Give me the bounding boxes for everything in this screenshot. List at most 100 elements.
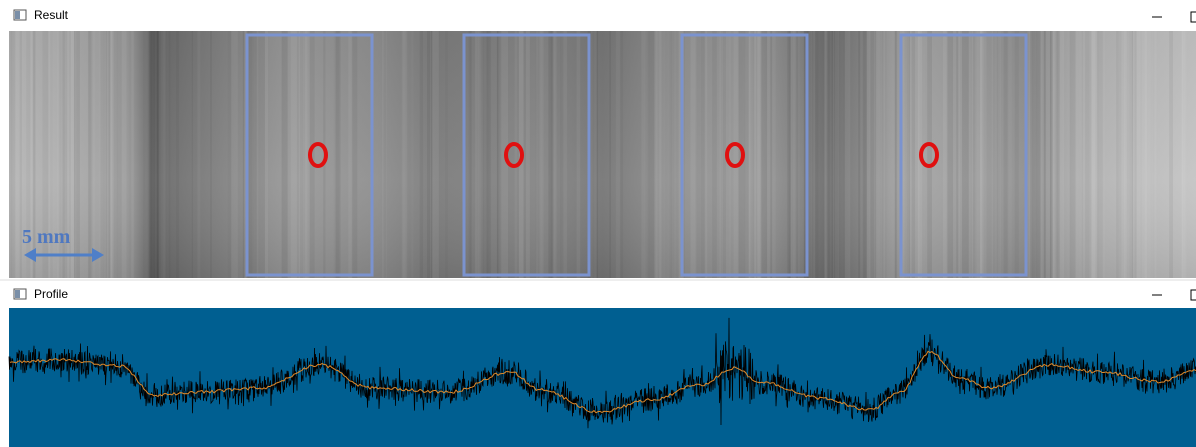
- texture-stripe: [720, 31, 721, 278]
- texture-stripe: [1155, 31, 1157, 278]
- texture-stripe: [1036, 31, 1041, 278]
- scale-label: 5 mm: [22, 226, 71, 248]
- texture-stripe: [197, 31, 200, 278]
- texture-stripe: [734, 31, 738, 278]
- texture-stripe: [1004, 31, 1009, 278]
- texture-stripe: [976, 31, 982, 278]
- texture-stripe: [648, 31, 654, 278]
- texture-stripe: [695, 31, 702, 278]
- texture-stripe: [432, 31, 439, 278]
- texture-stripe: [1027, 31, 1032, 278]
- texture-stripe: [1091, 31, 1096, 278]
- texture-stripe: [761, 31, 768, 278]
- texture-stripe: [169, 31, 171, 278]
- result-window: Result 5 mm: [0, 0, 1196, 278]
- texture-stripe: [880, 31, 883, 278]
- texture-stripe: [192, 31, 193, 278]
- texture-stripe: [712, 31, 717, 278]
- texture-stripe: [1136, 31, 1137, 278]
- texture-stripe: [228, 31, 232, 278]
- texture-stripe: [282, 31, 288, 278]
- texture-stripe: [641, 31, 645, 278]
- texture-stripe: [551, 31, 554, 278]
- texture-stripe: [71, 31, 75, 278]
- texture-stripe: [1015, 31, 1019, 278]
- texture-stripe: [1181, 31, 1183, 278]
- texture-stripe: [789, 31, 791, 278]
- texture-stripe: [253, 31, 256, 278]
- texture-stripe: [114, 31, 117, 278]
- texture-stripe: [770, 31, 772, 278]
- texture-stripe: [845, 31, 850, 278]
- texture-stripe: [577, 31, 581, 278]
- texture-stripe: [536, 31, 541, 278]
- texture-stripe: [616, 31, 621, 278]
- texture-stripe: [1150, 31, 1153, 278]
- texture-stripe: [470, 31, 472, 278]
- texture-stripe: [210, 31, 211, 278]
- window-title: Result: [34, 8, 69, 22]
- texture-stripe: [352, 31, 357, 278]
- texture-stripe: [475, 31, 480, 278]
- texture-stripe: [655, 31, 661, 278]
- texture-stripe: [99, 31, 100, 278]
- texture-stripe: [790, 31, 796, 278]
- window-title: Profile: [34, 287, 68, 301]
- texture-stripe: [772, 31, 776, 278]
- texture-stripe: [1132, 31, 1133, 278]
- texture-stripe: [887, 31, 894, 278]
- texture-stripe: [858, 31, 860, 278]
- texture-stripe: [159, 31, 166, 278]
- texture-stripe: [348, 31, 351, 278]
- texture-stripe: [956, 31, 958, 278]
- texture-stripe: [297, 31, 299, 278]
- window-icon-fill: [15, 290, 20, 298]
- texture-stripe: [557, 31, 564, 278]
- texture-stripe: [131, 31, 134, 278]
- texture-stripe: [1050, 31, 1053, 278]
- texture-stripe: [1054, 31, 1058, 278]
- texture-stripe: [402, 31, 407, 278]
- window-icon-fill: [15, 11, 20, 19]
- texture-stripe: [243, 31, 245, 278]
- texture-stripe: [645, 31, 647, 278]
- texture-stripe: [839, 31, 845, 278]
- texture-stripe: [515, 31, 518, 278]
- title-bar: [0, 0, 1196, 30]
- texture-stripe: [972, 31, 976, 278]
- texture-stripe: [1116, 31, 1121, 278]
- texture-stripe: [90, 31, 95, 278]
- texture-stripe: [106, 31, 108, 278]
- texture-stripe: [384, 31, 387, 278]
- texture-stripe: [1079, 31, 1082, 278]
- texture-stripe: [101, 31, 104, 278]
- texture-stripe: [998, 31, 1001, 278]
- texture-stripe: [665, 31, 669, 278]
- texture-stripe: [157, 31, 158, 278]
- texture-stripe: [1140, 31, 1141, 278]
- texture-stripe: [825, 31, 832, 278]
- texture-stripe: [117, 31, 122, 278]
- texture-stripe: [176, 31, 179, 278]
- texture-stripe: [883, 31, 885, 278]
- texture-stripe: [483, 31, 489, 278]
- texture-stripe: [497, 31, 499, 278]
- texture-stripe: [336, 31, 341, 278]
- texture-stripe: [9, 31, 14, 278]
- texture-stripe: [108, 31, 110, 278]
- texture-stripe: [1142, 31, 1147, 278]
- texture-stripe: [925, 31, 927, 278]
- texture-stripe: [291, 31, 298, 278]
- texture-stripe: [265, 31, 268, 278]
- texture-stripe: [962, 31, 969, 278]
- texture-stripe: [992, 31, 993, 278]
- texture-stripe: [867, 31, 871, 278]
- texture-stripe: [609, 31, 611, 278]
- texture-stripe: [411, 31, 413, 278]
- texture-stripe: [1134, 31, 1135, 278]
- texture-stripe: [258, 31, 265, 278]
- texture-stripe: [672, 31, 676, 278]
- title-bar: [0, 280, 1196, 307]
- texture-stripe: [836, 31, 839, 278]
- texture-stripe: [959, 31, 961, 278]
